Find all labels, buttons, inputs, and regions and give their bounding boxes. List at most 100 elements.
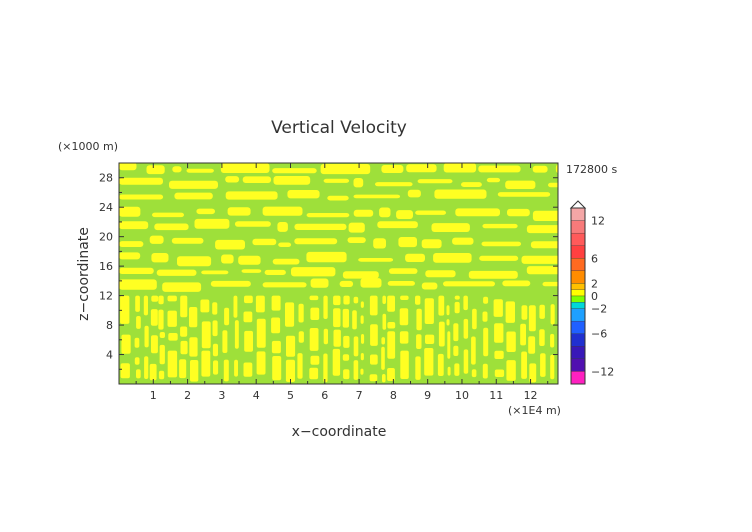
field-cell	[550, 354, 555, 380]
field-cell	[243, 311, 253, 323]
field-cell	[526, 266, 558, 275]
field-cell	[298, 303, 304, 323]
field-cell	[446, 305, 450, 316]
field-cell	[136, 369, 141, 379]
field-cell	[532, 165, 548, 173]
field-cell	[542, 281, 558, 287]
colorbar-tick-label: −6	[591, 328, 607, 341]
field-cell	[323, 178, 350, 183]
colorbar-top-arrow	[569, 200, 587, 209]
x-tick-label: 9	[424, 389, 431, 402]
field-cell	[407, 189, 421, 198]
field-cell	[177, 256, 212, 267]
field-cell	[244, 330, 253, 352]
field-cell	[180, 340, 188, 355]
field-cell	[416, 334, 422, 349]
field-cell	[424, 348, 434, 376]
y-tick-label: 12	[99, 290, 113, 303]
colorbar: 12 6 20−2 −6 −12	[569, 200, 614, 385]
field-cell	[262, 282, 307, 288]
field-cell	[478, 165, 521, 173]
field-cell	[416, 308, 422, 331]
field-cell	[119, 241, 144, 247]
field-cell	[119, 177, 163, 185]
field-cell	[463, 318, 469, 339]
colorbar-segment	[570, 333, 586, 347]
field-cell	[342, 308, 349, 328]
field-cell	[201, 270, 229, 275]
colorbar-tick-label: −2	[591, 303, 607, 316]
field-cell	[353, 194, 401, 199]
field-cell	[194, 218, 230, 229]
colorbar-segment	[570, 270, 586, 284]
field-cell	[417, 179, 453, 184]
field-cell	[151, 253, 169, 263]
field-cell	[221, 254, 234, 264]
field-cell	[438, 321, 445, 347]
field-cell	[167, 295, 177, 302]
field-cell	[223, 359, 229, 382]
colorbar-tick-label: 6	[591, 252, 598, 265]
chart-title: Vertical Velocity	[271, 118, 407, 138]
field-cell	[272, 258, 300, 265]
field-cell	[234, 359, 238, 377]
field-cell	[353, 336, 359, 357]
field-cell	[179, 359, 187, 379]
field-cell	[143, 295, 148, 316]
field-cell	[156, 269, 197, 276]
field-cell	[119, 206, 141, 217]
field-cell	[494, 369, 505, 377]
x-tick-label: 8	[390, 389, 397, 402]
field-cell	[530, 241, 558, 249]
field-cell	[323, 353, 328, 383]
field-cell	[454, 363, 460, 376]
colorbar-frame	[570, 207, 586, 385]
field-cell	[309, 295, 319, 301]
field-cell	[375, 182, 413, 187]
field-cell	[310, 307, 320, 320]
field-cell	[425, 270, 456, 278]
field-cell	[135, 295, 140, 312]
field-cell	[447, 366, 451, 376]
field-cell	[196, 208, 215, 215]
field-cell	[144, 356, 149, 379]
field-cell	[189, 307, 198, 328]
colorbar-segment	[570, 232, 586, 246]
field-cell	[332, 348, 341, 376]
field-cell	[521, 351, 527, 379]
field-cell	[373, 238, 386, 249]
field-cell	[483, 327, 489, 357]
field-cell	[382, 295, 386, 304]
field-cell	[159, 344, 165, 365]
field-cell	[243, 362, 253, 377]
x-tick-label: 11	[489, 389, 503, 402]
field-cell	[172, 166, 182, 173]
field-cell	[388, 268, 418, 274]
field-cell	[271, 340, 281, 354]
colorbar-segment	[570, 320, 586, 334]
field-cell	[369, 374, 378, 382]
field-cell	[443, 281, 495, 287]
field-cell	[252, 238, 277, 246]
field-cell	[400, 295, 409, 300]
field-cell	[528, 305, 536, 332]
y-tick-label: 8	[106, 319, 113, 332]
field-cell	[461, 182, 482, 187]
x-tick-label: 4	[253, 389, 260, 402]
field-cell	[287, 190, 320, 199]
field-cell	[222, 330, 228, 353]
field-cell	[377, 221, 418, 229]
field-cell	[505, 301, 515, 323]
field-cell	[169, 180, 218, 189]
field-cell	[347, 237, 366, 243]
field-cell	[272, 168, 317, 174]
field-cell	[323, 328, 328, 345]
field-cell	[452, 237, 474, 245]
colorbar-segment	[570, 302, 586, 309]
field-cell	[521, 305, 528, 320]
field-cell	[482, 311, 488, 322]
field-cell	[360, 353, 364, 361]
field-cell	[149, 363, 157, 381]
field-cell	[415, 295, 421, 305]
field-cell	[119, 163, 137, 171]
